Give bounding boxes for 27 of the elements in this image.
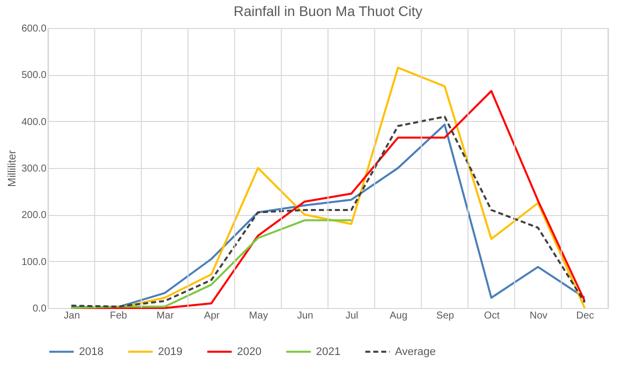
line-series	[70, 219, 352, 309]
x-tick-label: May	[249, 310, 268, 322]
legend-label: 2020	[237, 346, 262, 358]
x-tick-label: Dec	[576, 310, 594, 322]
legend-label: Average	[395, 346, 436, 358]
y-tick-label: 600.0	[21, 24, 47, 34]
y-tick-label: 400.0	[21, 116, 47, 128]
x-tick-label: Jan	[64, 310, 80, 322]
chart-title: Rainfall in Buon Ma Thuot City	[234, 3, 422, 19]
x-tick-label: Jul	[345, 310, 358, 322]
y-tick-label: 200.0	[21, 210, 47, 222]
legend-label: 2021	[316, 346, 340, 358]
legend-label: 2019	[158, 346, 182, 358]
y-tick-label: 0.0	[32, 304, 47, 314]
y-tick-label: 500.0	[21, 70, 47, 82]
y-tick-label: 100.0	[21, 256, 47, 268]
x-tick-label: Aug	[390, 310, 408, 322]
x-tick-label: Nov	[530, 310, 548, 322]
x-tick-label: Sep	[436, 310, 454, 322]
x-tick-label: Jun	[297, 310, 314, 322]
legend-label: 2018	[79, 346, 104, 358]
x-tick-label: Feb	[110, 310, 128, 322]
y-axis-title: Milliliter	[6, 150, 18, 187]
x-tick-label: Apr	[204, 310, 220, 322]
y-tick-label: 300.0	[21, 164, 47, 174]
x-tick-label: Oct	[484, 310, 500, 322]
x-tick-label: Mar	[156, 310, 174, 322]
